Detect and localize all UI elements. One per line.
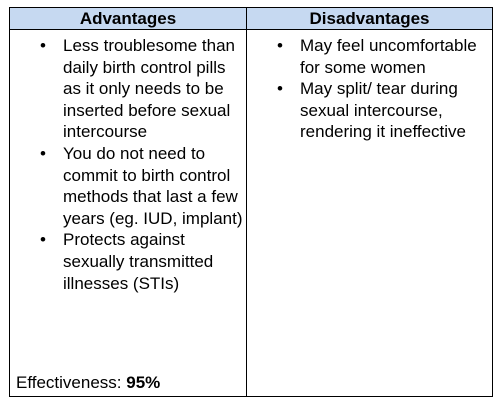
list-item: • Less troublesome than daily birth cont… <box>10 35 246 143</box>
list-item: • May feel uncomfortable for some women <box>247 35 492 78</box>
disadvantage-text: May feel uncomfortable for some women <box>300 36 477 77</box>
advantage-text: Protects against sexually transmitted il… <box>63 230 214 293</box>
header-row: Advantages Disadvantages <box>9 7 493 30</box>
bullet-icon: • <box>40 143 46 163</box>
bullet-icon: • <box>40 36 46 55</box>
advantages-cell: • Less troublesome than daily birth cont… <box>9 29 247 397</box>
advantages-header: Advantages <box>9 7 247 30</box>
effectiveness-label: Effectiveness: <box>16 373 127 392</box>
effectiveness-line: Effectiveness: 95% <box>16 372 160 393</box>
advantages-list: • Less troublesome than daily birth cont… <box>10 35 246 294</box>
bullet-icon: • <box>277 36 283 55</box>
pros-cons-table: Advantages Disadvantages • Less troubles… <box>9 7 493 397</box>
list-item: • Protects against sexually transmitted … <box>10 229 246 294</box>
disadvantage-text: May split/ tear during sexual intercours… <box>300 79 467 142</box>
bullet-icon: • <box>40 230 46 250</box>
disadvantages-cell: • May feel uncomfortable for some women … <box>246 29 493 397</box>
advantage-text: You do not need to commit to birth contr… <box>63 143 243 228</box>
list-item: • You do not need to commit to birth con… <box>10 143 246 229</box>
disadvantages-list: • May feel uncomfortable for some women … <box>247 35 492 143</box>
list-item: • May split/ tear during sexual intercou… <box>247 78 492 143</box>
content-row: • Less troublesome than daily birth cont… <box>9 29 493 397</box>
disadvantages-header: Disadvantages <box>246 7 493 30</box>
bullet-icon: • <box>277 79 283 99</box>
advantage-text: Less troublesome than daily birth contro… <box>63 36 235 142</box>
effectiveness-value: 95% <box>126 373 161 392</box>
